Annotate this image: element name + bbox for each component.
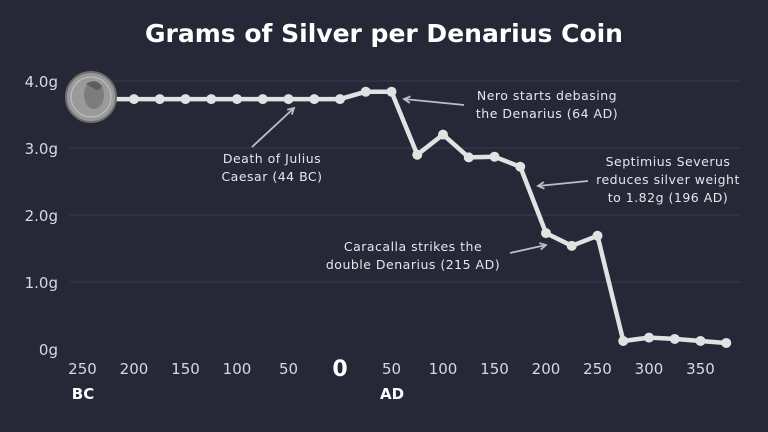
data-point: [129, 94, 139, 105]
x-tick-label: 150: [171, 360, 200, 378]
data-point: [412, 149, 423, 160]
chart-title: Grams of Silver per Denarius Coin: [145, 19, 623, 48]
data-point: [592, 230, 603, 241]
data-point: [232, 94, 242, 105]
x-tick-label: 100: [223, 360, 252, 378]
annotation-text: Death of Julius: [223, 151, 321, 166]
annotation-text: to 1.82g (196 AD): [608, 190, 729, 205]
era-label-ad: AD: [380, 385, 404, 403]
data-point: [669, 333, 680, 344]
x-tick-label: 100: [429, 360, 458, 378]
data-point: [644, 332, 654, 343]
data-point: [463, 152, 474, 163]
data-point: [541, 228, 551, 239]
annotation-text: Caracalla strikes the: [344, 239, 482, 254]
annotation: Caracalla strikes the double Denarius (21…: [326, 239, 548, 272]
annotation-arrow: [537, 180, 589, 187]
data-point: [618, 335, 629, 346]
x-tick-label: 200: [120, 360, 149, 378]
data-point: [180, 94, 191, 105]
x-tick-label: 350: [686, 360, 715, 378]
data-point: [489, 151, 500, 162]
denarius-coin-image: [65, 71, 117, 123]
data-point: [438, 129, 448, 140]
x-tick-label: 200: [532, 360, 561, 378]
annotation-arrow: [403, 98, 465, 106]
annotation-text: Caesar (44 BC): [221, 169, 322, 184]
annotation-text: reduces silver weight: [596, 172, 740, 187]
era-label-bc: BC: [72, 385, 94, 403]
annotation-text: the Denarius (64 AD): [476, 106, 618, 121]
annotation-text: Septimius Severus: [606, 154, 731, 169]
arrow-head-icon: [286, 106, 296, 115]
data-point: [515, 161, 526, 172]
y-tick-label: 1.0g: [25, 274, 58, 292]
y-tick-label: 0g: [39, 341, 58, 359]
data-point: [721, 337, 732, 348]
data-point: [309, 94, 320, 105]
data-point: [695, 335, 706, 346]
data-point: [335, 94, 345, 105]
annotation-text: Nero starts debasing: [477, 88, 617, 103]
annotation: Nero starts debasing the Denarius (64 AD): [402, 88, 618, 121]
annotation-text: double Denarius (215 AD): [326, 257, 500, 272]
data-point: [206, 94, 217, 105]
data-point: [360, 86, 371, 97]
data-point: [386, 86, 397, 97]
annotation: Septimius Severus reduces silver weight to…: [536, 154, 740, 205]
x-tick-label: 250: [68, 360, 97, 378]
x-tick-label: 50: [382, 360, 401, 378]
y-tick-label: 2.0g: [25, 207, 58, 225]
x-tick-label: 300: [635, 360, 664, 378]
arrow-head-icon: [539, 242, 548, 251]
annotation-arrow: [509, 244, 547, 254]
data-point: [257, 94, 268, 105]
x-tick-label: 250: [583, 360, 612, 378]
arrow-head-icon: [536, 181, 545, 190]
x-tick-label: 150: [480, 360, 509, 378]
x-tick-label: 50: [279, 360, 298, 378]
arrow-head-icon: [402, 95, 411, 104]
data-point: [154, 94, 165, 105]
data-point: [283, 94, 294, 105]
x-tick-label: 0: [332, 357, 347, 382]
y-tick-label: 3.0g: [25, 140, 58, 158]
series-line: [90, 89, 729, 346]
annotation-arrow: [251, 107, 295, 148]
annotation: Death of Julius Caesar (44 BC): [221, 106, 322, 184]
data-point: [566, 240, 577, 251]
y-tick-label: 4.0g: [25, 73, 58, 91]
